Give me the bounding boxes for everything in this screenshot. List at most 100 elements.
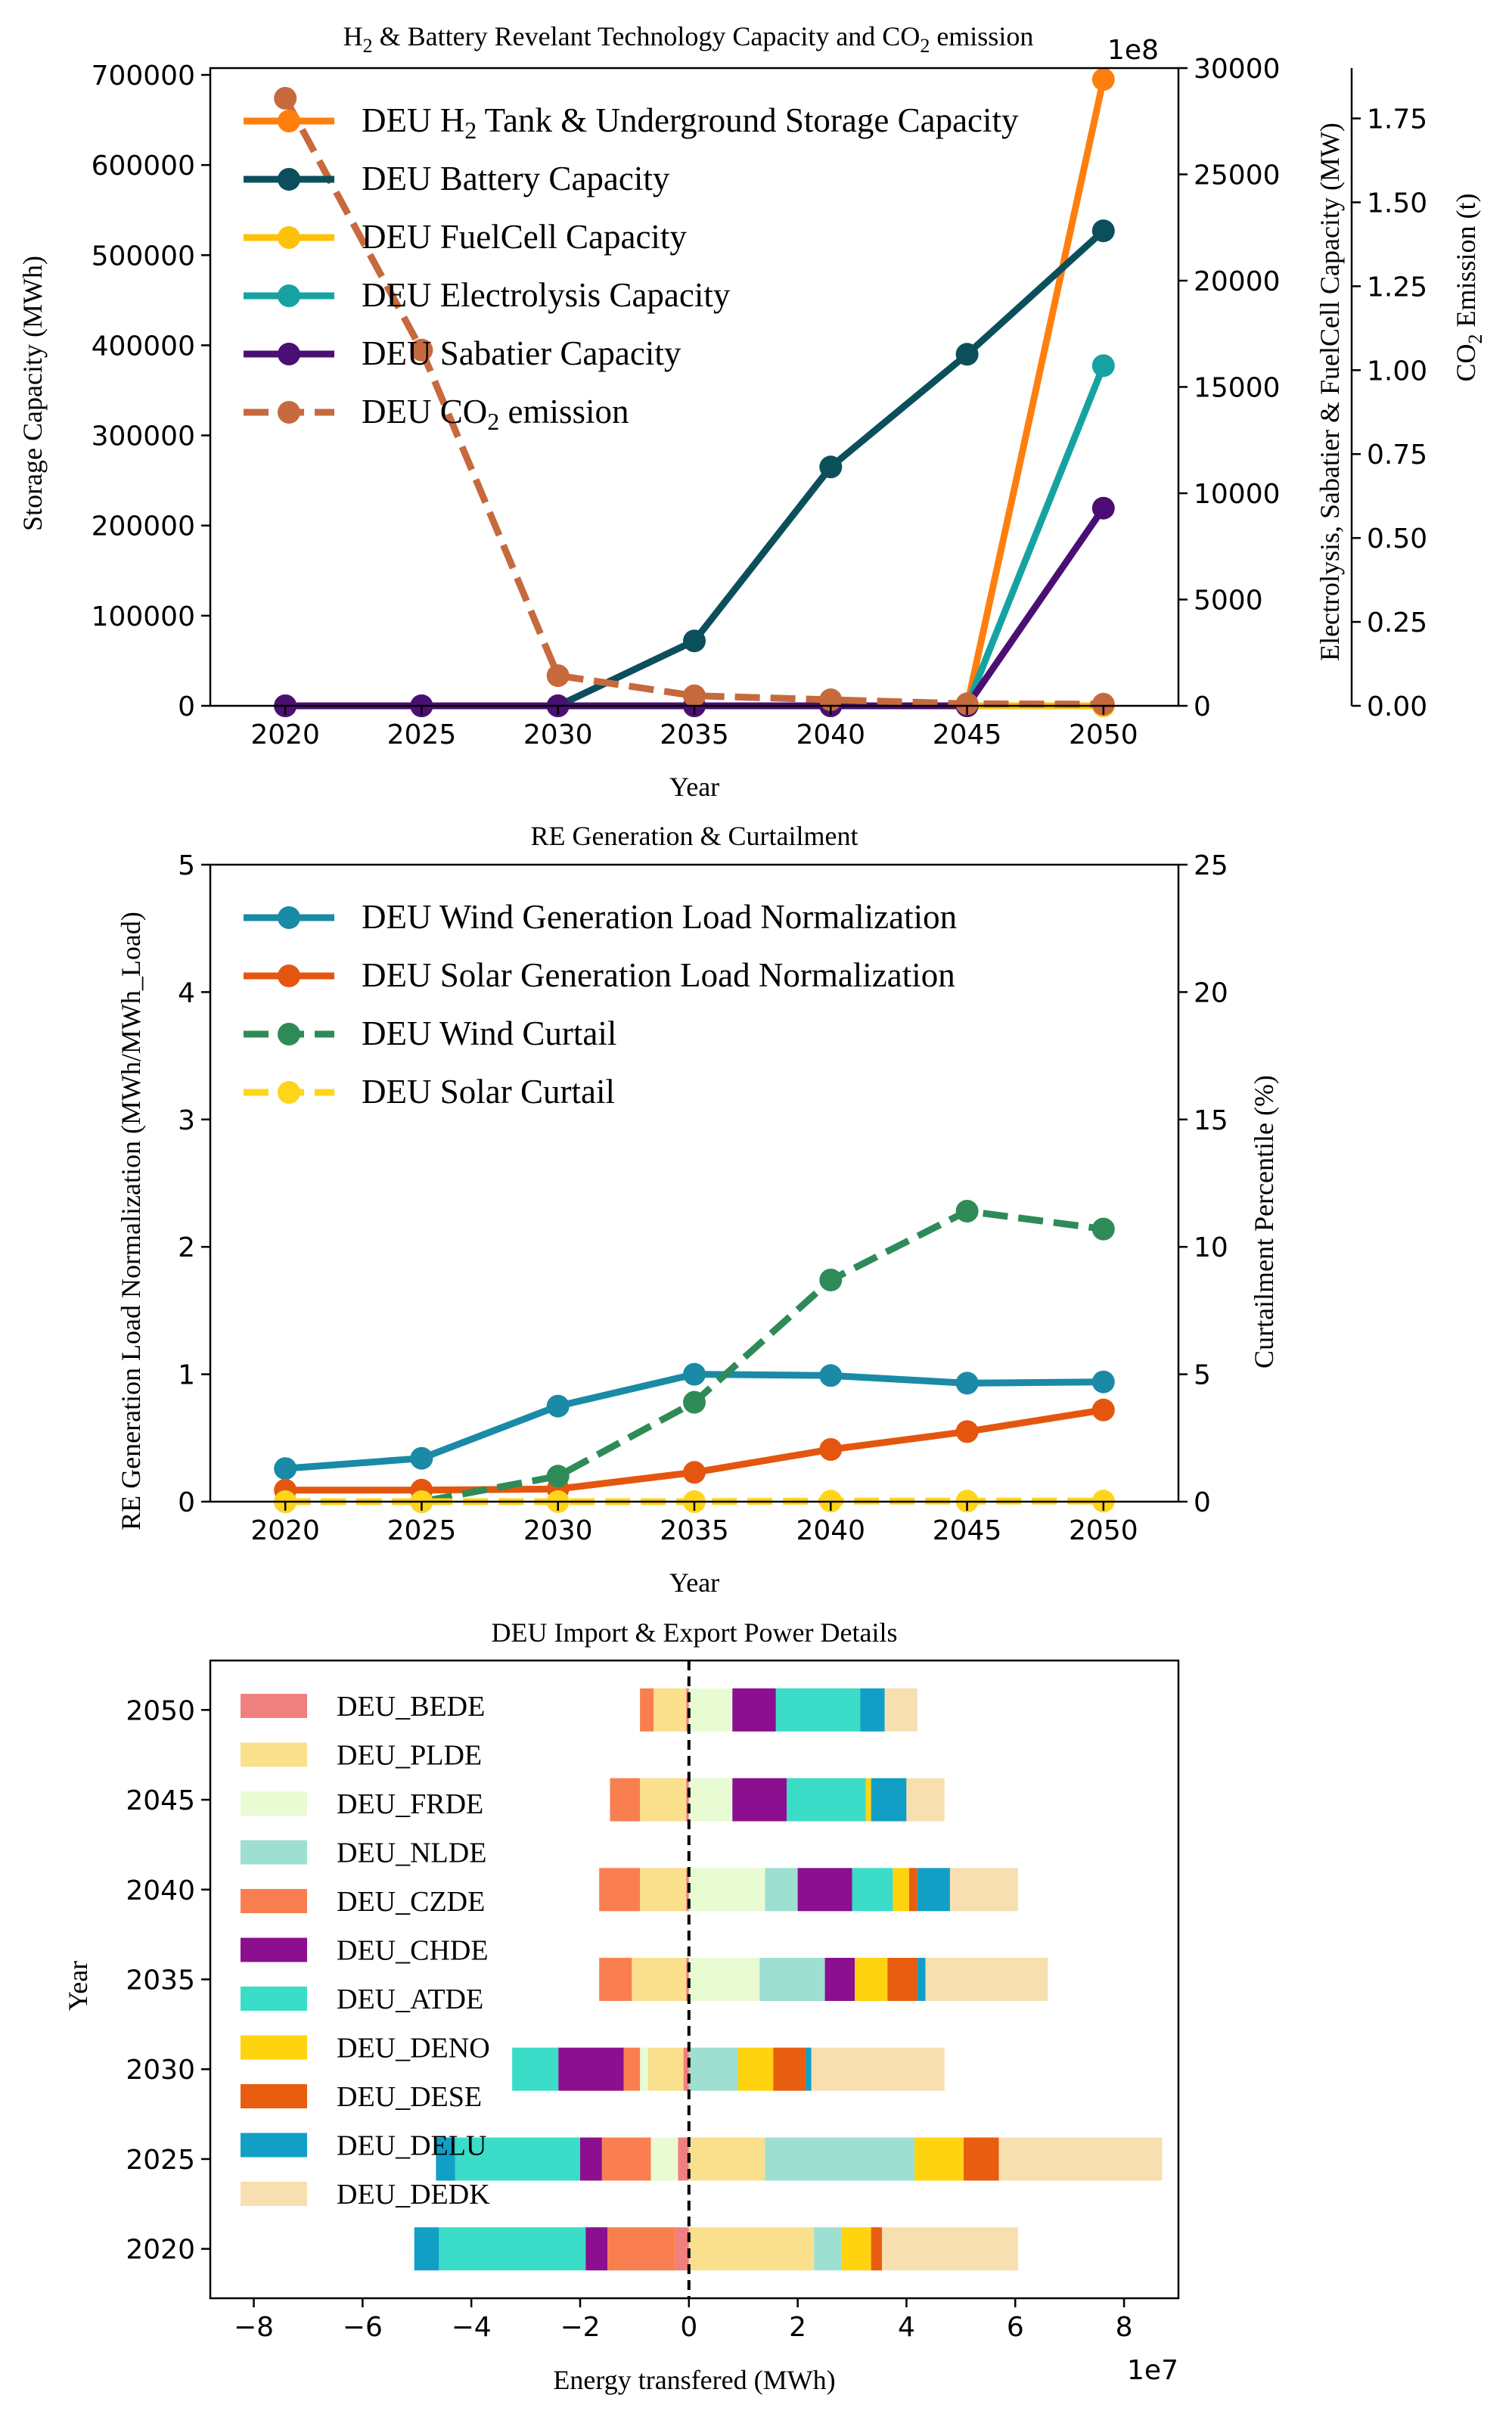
chart3-bar-2030-DEU_BEDE — [683, 2047, 689, 2091]
chart1-ytick-right1-label: 15000 — [1194, 373, 1281, 404]
chart2-ytick-left-label: 0 — [178, 1487, 195, 1518]
chart1-legend-label-3: DEU Electrolysis Capacity — [362, 276, 731, 314]
chart1-point-1-6 — [1091, 219, 1115, 243]
chart3-bar-2025-DEU_CZDE — [601, 2137, 651, 2181]
chart2-legend-marker-3 — [278, 1081, 300, 1104]
chart1-ytick-left-label: 100000 — [92, 601, 195, 632]
chart1-point-3-6 — [1091, 354, 1115, 377]
chart3-legend-label-9: DEU_DELU — [337, 2130, 486, 2162]
chart1-ylabel-right1: Electrolysis, Sabatier & FuelCell Capaci… — [1315, 123, 1345, 661]
chart3-bar-2050-DEU_CHDE — [732, 1688, 776, 1732]
chart2-ytick-right-label: 20 — [1194, 977, 1228, 1008]
chart3-legend-label-10: DEU_DEDK — [337, 2179, 490, 2211]
chart3-ytick-label: 2025 — [126, 2145, 195, 2176]
chart3-legend-label-7: DEU_DENO — [337, 2033, 490, 2064]
chart3-bar-2020-DEU_BEDE — [675, 2227, 689, 2271]
import-export-chart: DEU Import & Export Power Details −8 −6 −4… — [63, 1617, 1180, 2395]
chart1-legend-label-4: DEU Sabatier Capacity — [362, 334, 681, 372]
chart1-ytick-right1-label: 0 — [1194, 691, 1211, 722]
re-generation-chart: RE Generation & Curtailment 2020 2025 2030… — [116, 821, 1279, 1598]
chart2-point-1-4 — [819, 1438, 843, 1461]
chart1-point-4-6 — [1091, 496, 1115, 520]
chart1-legend: DEU H2 Tank & Underground Storage Capaci… — [244, 101, 1019, 435]
chart3-bar-2025-DEU_PLDE — [688, 2137, 765, 2181]
chart2-legend-marker-0 — [278, 906, 300, 929]
chart3-bar-2030-DEU_DEDK — [811, 2047, 945, 2091]
chart3-bar-2050-DEU_PLDE — [654, 1688, 687, 1732]
chart3-bar-2020-DEU_NLDE — [814, 2227, 842, 2271]
chart2-xtick-label: 2035 — [660, 1515, 729, 1546]
chart1-xtick-label: 2025 — [387, 719, 457, 750]
chart3-bar-2020-DEU_CHDE — [585, 2227, 607, 2271]
chart3-ytick-label: 2045 — [126, 1785, 195, 1816]
chart1-ytick-right1-label: 5000 — [1194, 586, 1263, 617]
chart2-point-2-4 — [819, 1269, 843, 1291]
chart3-xtick-label: 0 — [680, 2312, 697, 2343]
chart1-ytick-left-label: 200000 — [92, 511, 195, 542]
chart3-xtick-label: 6 — [1007, 2312, 1024, 2343]
chart1-title: H2 & Battery Revelant Technology Capacit… — [343, 21, 1034, 57]
chart3-bar-2020-DEU_CZDE — [607, 2227, 675, 2271]
chart3-bar-2045-DEU_DELU — [871, 1778, 907, 1822]
chart1-ytick-left-label: 700000 — [92, 61, 195, 92]
chart1-ytick-right2-label: 1.50 — [1367, 188, 1427, 219]
chart3-legend-label-6: DEU_ATDE — [337, 1984, 483, 2015]
chart2-ytick-left-label: 2 — [178, 1232, 195, 1263]
chart3-legend-swatch-0 — [241, 1694, 307, 1718]
chart3-legend-swatch-5 — [241, 1937, 307, 1962]
chart1-ytick-right2-label: 0.50 — [1367, 523, 1427, 555]
chart2-point-2-6 — [1091, 1217, 1115, 1241]
chart3-bar-2040-DEU_PLDE — [640, 1868, 687, 1912]
chart1-legend-marker-1 — [278, 168, 300, 191]
chart3-bar-2040-DEU_DESE — [909, 1868, 917, 1912]
chart3-bar-2035-DEU_DENO — [855, 1958, 888, 2001]
chart2-point-2-2 — [546, 1465, 570, 1488]
chart3-bar-2030-DEU_CHDE — [558, 2047, 624, 2091]
chart1-point-5-3 — [683, 684, 706, 707]
chart3-bar-2030-DEU_DESE — [773, 2047, 806, 2091]
chart3-legend-swatch-4 — [241, 1889, 307, 1913]
chart3-bar-2020-DEU_DELU — [414, 2227, 439, 2271]
chart3-bar-2040-DEU_FRDE — [688, 1868, 765, 1912]
chart2-legend-label-2: DEU Wind Curtail — [362, 1014, 616, 1052]
chart2-ytick-left-label: 4 — [178, 977, 195, 1008]
chart3-legend-swatch-7 — [241, 2035, 307, 2060]
chart3-bar-2025-DEU_DELU — [436, 2137, 455, 2181]
chart3-legend-swatch-8 — [241, 2084, 307, 2108]
chart1-point-5-0 — [274, 86, 297, 110]
chart3-bar-2020-DEU_DEDK — [882, 2227, 1018, 2271]
chart1-legend-marker-5 — [278, 401, 300, 424]
chart1-legend-marker-0 — [278, 110, 300, 132]
chart3-bar-2030-DEU_PLDE — [647, 2047, 684, 2091]
chart3-bar-2030-DEU_NLDE — [688, 2047, 738, 2091]
chart1-ytick-left-label: 0 — [178, 691, 195, 722]
chart2-point-0-4 — [819, 1364, 843, 1387]
chart2-ytick-right-label: 5 — [1194, 1360, 1211, 1391]
chart3-ylabel: Year — [63, 1961, 93, 2011]
chart1-xtick-label: 2035 — [660, 719, 729, 750]
chart3-legend-swatch-2 — [241, 1791, 307, 1816]
chart3-bar-2035-DEU_DESE — [887, 1958, 917, 2001]
chart3-legend-label-3: DEU_NLDE — [337, 1838, 486, 1869]
chart1-legend-marker-4 — [278, 343, 300, 365]
chart3-bar-2045-DEU_BEDE — [686, 1778, 689, 1822]
chart3-bar-2045-DEU_CHDE — [732, 1778, 787, 1822]
chart3-legend-swatch-1 — [241, 1742, 307, 1767]
chart2-title: RE Generation & Curtailment — [531, 821, 858, 851]
chart1-point-5-1 — [410, 338, 433, 362]
chart3-bar-2045-DEU_CZDE — [610, 1778, 641, 1822]
chart2-ytick-right-label: 0 — [1194, 1487, 1211, 1518]
chart3-ytick-label: 2030 — [126, 2055, 195, 2086]
chart2-ytick-left-label: 1 — [178, 1360, 195, 1391]
chart2-legend-label-0: DEU Wind Generation Load Normalization — [362, 898, 957, 936]
chart1-point-1-3 — [683, 629, 706, 653]
chart2-ytick-right-label: 10 — [1194, 1232, 1228, 1263]
chart3-xlabel: Energy transfered (MWh) — [553, 2365, 835, 2395]
chart3-legend-label-0: DEU_BEDE — [337, 1691, 485, 1723]
chart3-bar-2050-DEU_ATDE — [775, 1688, 861, 1732]
chart2-xtick-label: 2030 — [523, 1515, 593, 1546]
chart3-bar-2050-DEU_CZDE — [640, 1688, 654, 1732]
chart3-legend-label-2: DEU_FRDE — [337, 1788, 483, 1820]
chart1-legend-label-5: DEU CO2 emission — [362, 393, 629, 435]
